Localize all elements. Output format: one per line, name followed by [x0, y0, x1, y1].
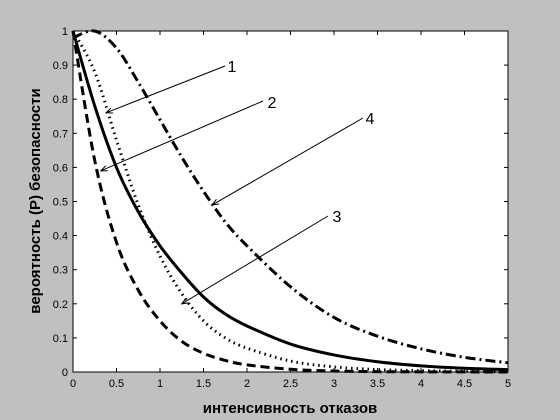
y-tick-label: 0.4 — [53, 231, 68, 243]
arrow-3 — [181, 215, 329, 305]
y-tick-label: 0.8 — [53, 94, 68, 106]
x-tick-label: 1 — [157, 378, 163, 390]
curve-label-3: 3 — [333, 209, 342, 226]
x-tick-label: 4.5 — [457, 378, 472, 390]
x-tick-label: 1.5 — [196, 378, 211, 390]
arrow-head-4 — [211, 199, 220, 206]
x-tick-label: 3 — [331, 378, 337, 390]
y-tick-label: 0.3 — [53, 265, 68, 277]
y-tick-label: 0.1 — [53, 333, 68, 345]
plot-area — [72, 30, 509, 373]
y-tick-label: 0.7 — [53, 128, 68, 140]
x-tick-label: 0.5 — [109, 378, 124, 390]
x-axis-label: интенсивность отказов — [203, 400, 378, 417]
y-tick-label: 0.6 — [53, 162, 68, 174]
x-tick-label: 0 — [70, 378, 76, 390]
x-tick-label: 5 — [505, 378, 511, 390]
x-tick-label: 2 — [244, 378, 250, 390]
y-tick-label: 0.2 — [53, 299, 68, 311]
x-tick-label: 2.5 — [283, 378, 298, 390]
y-axis-label: вероятность (P) безопасности — [27, 88, 44, 313]
curve-label-2: 2 — [268, 95, 277, 112]
curve-2 — [71, 30, 509, 374]
y-tick-label: 0.9 — [53, 60, 68, 72]
annotation-arrows: 1 2 4 3 — [99, 59, 375, 305]
arrow-2 — [100, 100, 264, 172]
curve-3 — [71, 30, 509, 372]
curve-label-1: 1 — [228, 59, 237, 76]
curve-label-4: 4 — [366, 111, 375, 128]
x-tick-label: 4 — [418, 378, 424, 390]
y-tick-label: 0.5 — [53, 197, 68, 209]
arrow-head-3 — [180, 297, 189, 305]
x-tick-label: 3.5 — [370, 378, 385, 390]
curve-4 — [72, 29, 509, 365]
arrow-head-2 — [99, 165, 108, 172]
y-tick-label: 1 — [62, 26, 68, 38]
y-tick-label: 0 — [62, 367, 68, 379]
arrow-4 — [211, 117, 364, 206]
arrow-head-1 — [104, 107, 114, 114]
axis-tick-labels: 0 0.5 1 1.5 2 2.5 3 3.5 4 4.5 5 0 0.1 0.2 0.3 0.4 0.5 0.6… — [53, 26, 511, 390]
arrow-1 — [105, 65, 226, 114]
curves — [71, 29, 509, 374]
